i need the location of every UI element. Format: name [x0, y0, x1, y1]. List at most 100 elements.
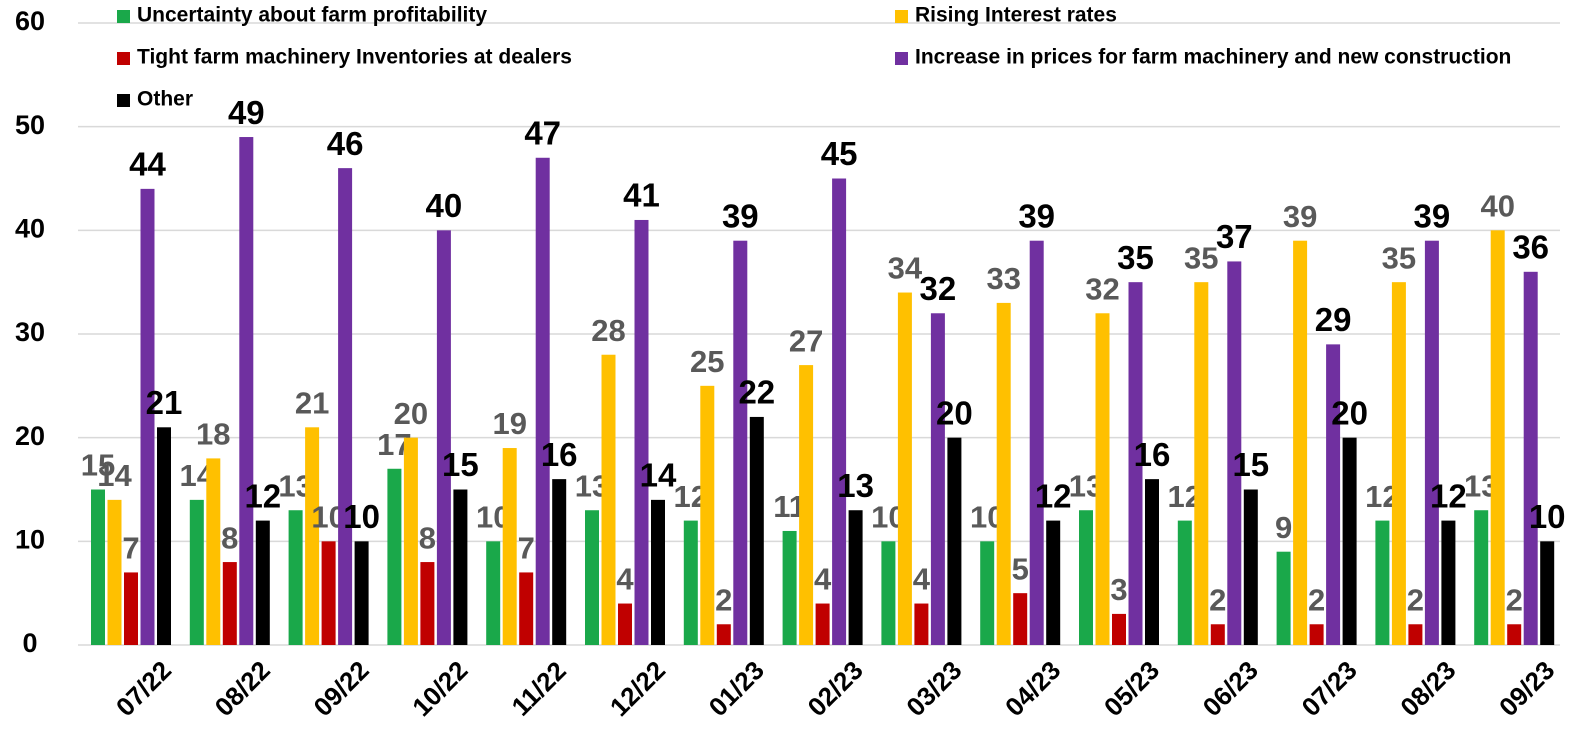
- legend-swatch: [895, 10, 908, 23]
- bar: [1013, 593, 1028, 645]
- value-label: 12: [244, 477, 281, 514]
- legend-swatch: [895, 52, 908, 65]
- value-label: 10: [343, 498, 380, 535]
- bar: [124, 572, 138, 645]
- value-label: 20: [1331, 394, 1368, 431]
- bar: [733, 240, 748, 645]
- bar: [453, 489, 468, 645]
- bar: [1029, 240, 1044, 645]
- y-tick-label: 20: [15, 421, 45, 451]
- legend-swatch: [117, 94, 130, 107]
- bar: [930, 313, 945, 645]
- value-label: 2: [715, 582, 732, 617]
- value-label: 34: [888, 251, 923, 286]
- legend-label: Increase in prices for farm machinery an…: [915, 46, 1511, 69]
- bar: [354, 541, 369, 645]
- value-label: 7: [122, 531, 139, 566]
- bar: [1276, 551, 1291, 645]
- bar: [403, 437, 418, 645]
- value-label: 9: [1275, 510, 1292, 545]
- value-label: 22: [738, 374, 775, 411]
- value-label: 12: [1430, 477, 1467, 514]
- value-label: 46: [327, 125, 364, 162]
- legend-label: Tight farm machinery Inventories at deal…: [137, 46, 572, 69]
- legend-swatch: [117, 10, 130, 23]
- bar: [1490, 230, 1505, 646]
- bar: [749, 416, 764, 645]
- bar: [585, 510, 599, 645]
- x-tick-label: 11/22: [506, 655, 572, 721]
- value-label: 4: [616, 562, 634, 597]
- x-tick-label: 12/22: [604, 655, 671, 722]
- value-label: 13: [837, 467, 874, 504]
- bar: [881, 541, 896, 645]
- x-tick-label: 08/22: [209, 655, 276, 722]
- bar: [1194, 282, 1209, 645]
- bar: [1079, 510, 1093, 645]
- value-label: 16: [1134, 436, 1171, 473]
- value-label: 20: [394, 396, 428, 431]
- bar: [436, 230, 451, 646]
- bar: [1540, 541, 1555, 645]
- bar: [1293, 240, 1308, 645]
- bar: [502, 448, 517, 645]
- value-label: 28: [591, 313, 625, 348]
- bar: [288, 510, 303, 645]
- value-label: 5: [1012, 551, 1029, 586]
- x-tick-label: 09/23: [1493, 655, 1560, 722]
- x-tick-label: 10/22: [406, 655, 473, 722]
- bar: [206, 458, 221, 645]
- value-label: 35: [1382, 240, 1416, 275]
- bar: [1046, 520, 1061, 645]
- value-label: 10: [1529, 498, 1566, 535]
- value-label: 25: [690, 344, 724, 379]
- bar: [799, 365, 814, 645]
- value-label: 32: [1085, 271, 1119, 306]
- value-label: 2: [1407, 582, 1424, 617]
- bar: [897, 292, 912, 645]
- y-tick-label: 0: [22, 628, 37, 658]
- y-tick-label: 60: [15, 6, 45, 36]
- value-label: 37: [1216, 218, 1253, 255]
- bar: [914, 603, 929, 645]
- bar: [1326, 344, 1341, 645]
- value-label: 12: [1035, 477, 1072, 514]
- bar: [486, 541, 501, 645]
- bar: [848, 510, 863, 645]
- bar: [1424, 240, 1439, 645]
- bar: [1128, 282, 1143, 645]
- value-label: 49: [228, 94, 265, 131]
- bar: [140, 188, 155, 645]
- bar: [683, 520, 698, 645]
- value-label: 40: [426, 187, 463, 224]
- value-label: 19: [492, 406, 526, 441]
- x-tick-label: 05/23: [1098, 655, 1165, 722]
- value-label: 8: [221, 520, 238, 555]
- bar: [519, 572, 534, 645]
- value-label: 44: [129, 146, 166, 183]
- bar: [601, 354, 616, 645]
- bar: [1342, 437, 1357, 645]
- value-label: 39: [1283, 199, 1317, 234]
- value-label: 39: [1018, 197, 1055, 234]
- value-label: 15: [1232, 446, 1269, 483]
- value-label: 33: [986, 261, 1020, 296]
- legend-label: Rising Interest rates: [915, 4, 1117, 27]
- bar: [1227, 261, 1242, 645]
- bar: [832, 178, 847, 645]
- value-label: 15: [81, 448, 115, 483]
- value-label: 4: [913, 562, 931, 597]
- value-label: 29: [1315, 301, 1352, 338]
- bar: [782, 530, 797, 645]
- bar: [1441, 520, 1456, 645]
- value-label: 16: [541, 436, 578, 473]
- value-label: 36: [1512, 229, 1549, 266]
- x-tick-label: 09/22: [307, 655, 374, 722]
- x-tick-label: 07/23: [1295, 655, 1362, 722]
- bar: [1095, 313, 1110, 645]
- value-label: 8: [419, 520, 436, 555]
- legend-label: Uncertainty about farm profitability: [137, 4, 487, 27]
- bar: [255, 520, 270, 645]
- bar: [1375, 520, 1390, 645]
- value-label: 27: [789, 323, 823, 358]
